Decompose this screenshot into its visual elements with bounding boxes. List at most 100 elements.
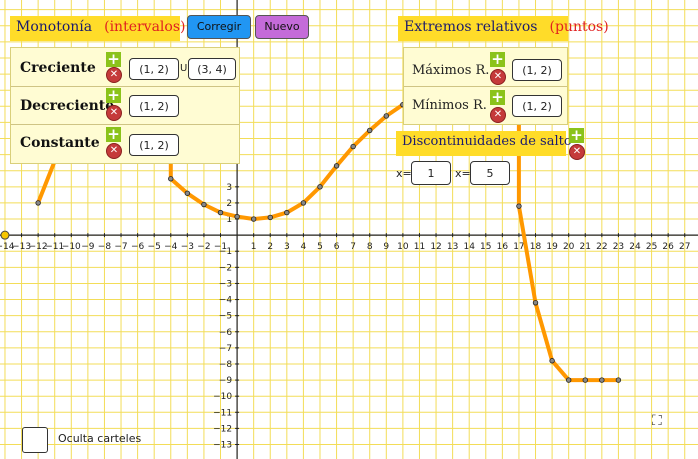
x-tick-label: 8 (367, 242, 373, 252)
curve-point (201, 201, 207, 208)
x-tick-label: −3 (181, 242, 194, 252)
discontinuidad-value-1[interactable]: 1 (411, 161, 451, 185)
x-tick-label: 13 (447, 242, 458, 252)
curve-point (565, 377, 572, 383)
curve-point (599, 377, 605, 383)
creciente-interval-2[interactable]: (3, 4) (188, 58, 236, 80)
x-tick-label: −1 (214, 242, 227, 252)
x-tick-label: 17 (513, 242, 524, 252)
constante-interval-1[interactable]: (1, 2) (129, 134, 179, 156)
x-tick-label: 1 (251, 242, 257, 252)
curve-point (234, 213, 240, 220)
x-tick-label: 15 (480, 242, 491, 252)
check-button[interactable]: Corregir (187, 15, 251, 39)
add-maximo-plus-icon[interactable]: + (490, 50, 505, 68)
x-prefix-2: x= (455, 167, 471, 180)
x-tick-label: 26 (662, 242, 674, 252)
x-tick-label: −8 (98, 242, 112, 252)
fullscreen-icon[interactable]: ⛶ (652, 413, 662, 429)
curve-point (532, 300, 539, 306)
add-discontinuidad-plus-icon[interactable]: + (569, 126, 584, 144)
curve-segment-3 (516, 107, 621, 383)
remove-discontinuidad-cross-icon[interactable]: ✕ (569, 144, 585, 160)
decreciente-label: Decreciente (20, 98, 115, 114)
remove-maximo-cross-icon[interactable]: ✕ (490, 69, 506, 85)
y-tick-label: 3 (226, 183, 232, 193)
remove-constante-cross-icon[interactable]: ✕ (106, 143, 122, 159)
y-tick-label: −13 (213, 441, 232, 451)
curve-point (582, 377, 588, 383)
curve-point (383, 113, 390, 119)
x-tick-label: 24 (629, 242, 641, 252)
y-tick-label: −1 (219, 247, 232, 257)
x-tick-label: −7 (114, 242, 127, 252)
curve-point (333, 163, 340, 169)
y-tick-label: 2 (226, 199, 232, 209)
curve-point (250, 216, 257, 222)
x-tick-label: 20 (563, 242, 575, 252)
curve-point (184, 190, 191, 196)
x-tick-label: −14 (0, 242, 15, 252)
hide-labels-checkbox[interactable] (22, 427, 48, 453)
curve-point (168, 176, 174, 182)
decreciente-interval-1[interactable]: (1, 2) (129, 95, 179, 117)
add-minimo-plus-icon[interactable]: + (490, 88, 505, 106)
curve-point (267, 214, 273, 221)
x-tick-label: −5 (148, 242, 161, 252)
x-tick-label: 7 (350, 242, 356, 252)
maximo-value[interactable]: (1, 2) (512, 59, 562, 81)
remove-minimo-cross-icon[interactable]: ✕ (490, 107, 506, 123)
x-tick-label: 12 (430, 242, 441, 252)
x-tick-label: 2 (267, 242, 273, 252)
maximos-label: Máximos R. (412, 63, 490, 78)
y-tick-label: 1 (226, 215, 232, 225)
curve-point (284, 209, 290, 216)
remove-decreciente-cross-icon[interactable]: ✕ (106, 105, 122, 121)
y-tick-label: −8 (219, 360, 233, 370)
remove-creciente-cross-icon[interactable]: ✕ (106, 67, 122, 83)
curve-point (217, 209, 224, 216)
x-tick-label: 9 (383, 242, 389, 252)
x-tick-label: 22 (596, 242, 607, 252)
x-tick-label: −4 (164, 242, 178, 252)
x-tick-label: 25 (646, 242, 657, 252)
y-tick-label: −12 (213, 424, 232, 434)
x-tick-label: −11 (45, 242, 64, 252)
constante-label: Constante (20, 135, 100, 151)
curve-point (549, 358, 555, 364)
new-button[interactable]: Nuevo (255, 15, 309, 39)
x-tick-label: 18 (530, 242, 542, 252)
add-decreciente-plus-icon[interactable]: + (106, 86, 121, 104)
add-creciente-plus-icon[interactable]: + (106, 50, 121, 68)
x-tick-label: 19 (546, 242, 558, 252)
add-constante-plus-icon[interactable]: + (106, 125, 121, 143)
y-tick-label: −2 (219, 263, 232, 273)
y-tick-label: −3 (219, 279, 232, 289)
x-tick-label: 6 (334, 242, 340, 252)
curve-point (367, 127, 373, 134)
x-tick-label: −2 (197, 242, 210, 252)
x-tick-label: −9 (81, 242, 95, 252)
union-symbol: U (180, 63, 188, 74)
tick-labels: −14−13−12−11−10−9−8−7−6−5−4−3−2−11234567… (0, 183, 690, 451)
x-tick-label: 3 (284, 242, 290, 252)
y-tick-label: −9 (219, 376, 233, 386)
curve-point (300, 200, 307, 206)
minimos-label: Mínimos R. (412, 98, 487, 113)
x-prefix-1: x= (396, 167, 412, 180)
y-tick-label: −4 (219, 296, 233, 306)
x-tick-label: −13 (12, 242, 31, 252)
curve-point (516, 203, 522, 209)
y-tick-label: −7 (219, 344, 232, 354)
x-tick-label: 23 (613, 242, 624, 252)
x-tick-label: 14 (463, 242, 475, 252)
creciente-interval-1[interactable]: (1, 2) (129, 58, 179, 80)
x-tick-label: 4 (301, 242, 307, 252)
x-tick-label: −12 (29, 242, 48, 252)
x-tick-label: 27 (679, 242, 690, 252)
x-tick-label: 5 (317, 242, 323, 252)
minimo-value[interactable]: (1, 2) (512, 95, 562, 117)
x-tick-label: 11 (414, 242, 425, 252)
x-tick-label: −10 (62, 242, 81, 252)
discontinuidad-value-2[interactable]: 5 (470, 161, 510, 185)
